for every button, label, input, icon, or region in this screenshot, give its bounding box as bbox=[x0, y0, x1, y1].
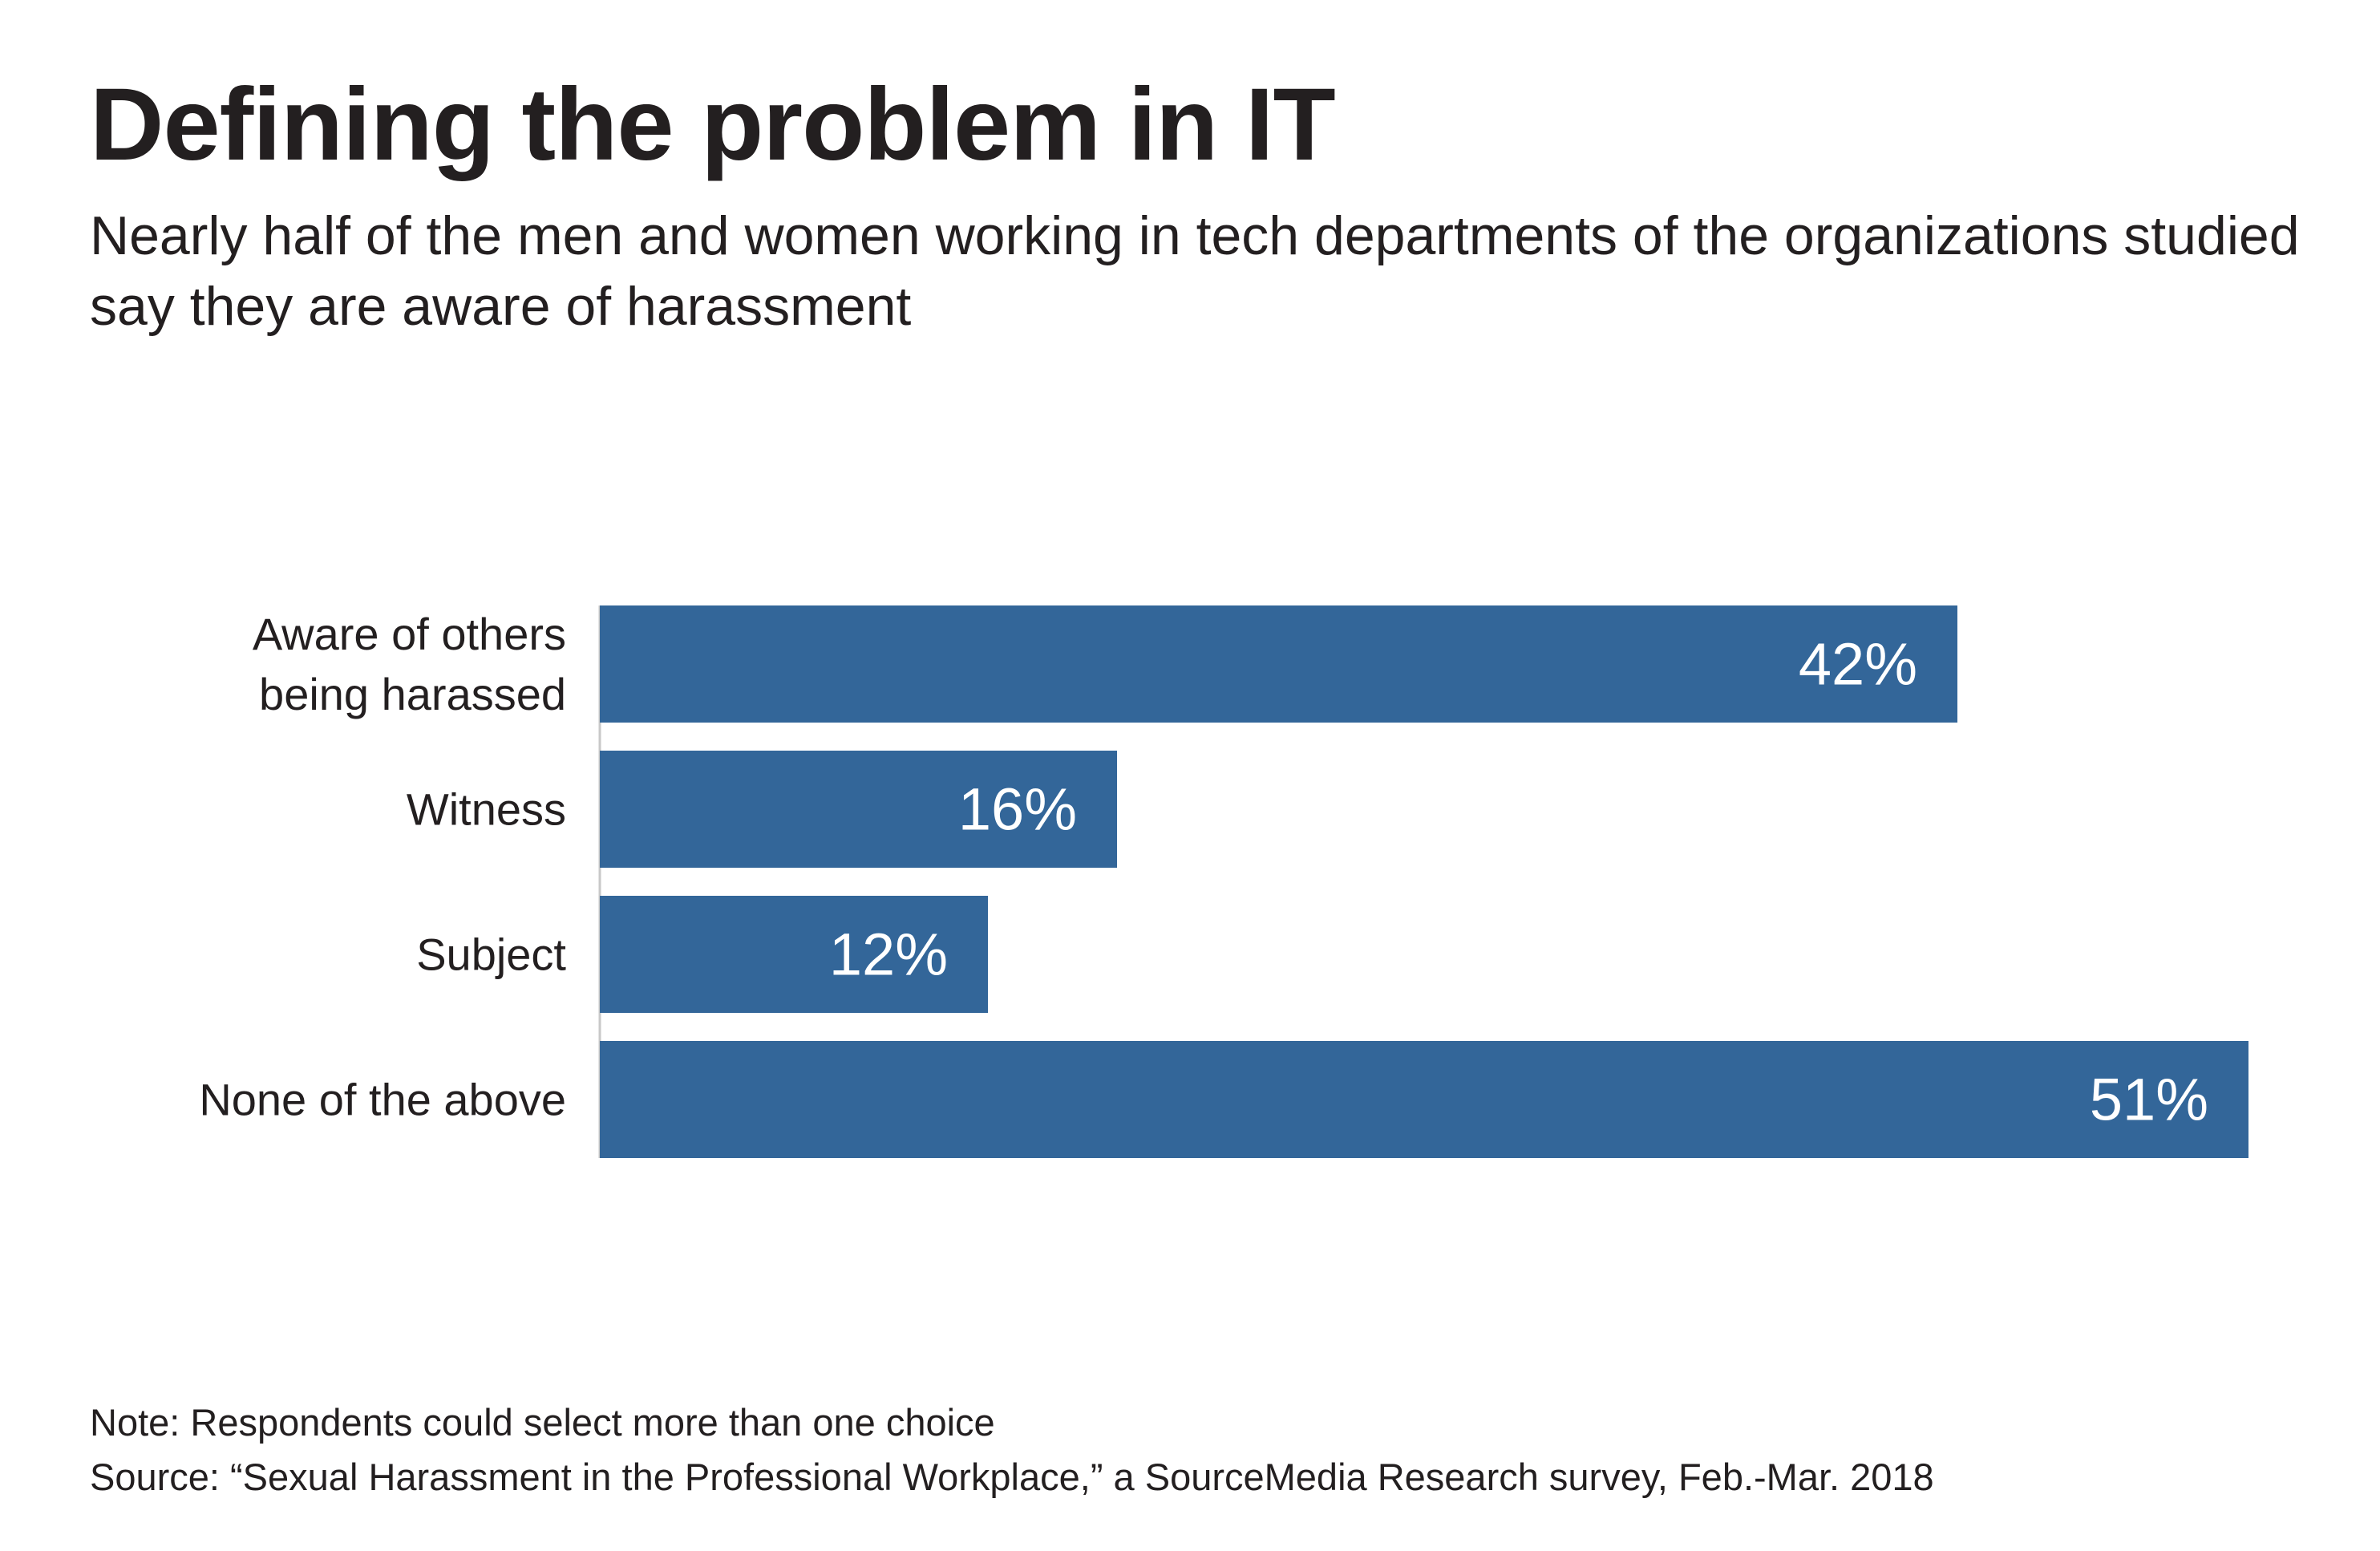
chart-subtitle: Nearly half of the men and women working… bbox=[90, 205, 2300, 337]
bar bbox=[600, 605, 1957, 723]
footnote: Note: Respondents could select more than… bbox=[90, 1401, 995, 1444]
category-label-line: Subject bbox=[416, 929, 566, 980]
bar bbox=[600, 896, 988, 1013]
bar-value-label: 12% bbox=[829, 921, 948, 988]
bar-value-label: 51% bbox=[2090, 1067, 2208, 1133]
category-label-line: being harassed bbox=[259, 669, 566, 719]
bar-value-label: 42% bbox=[1799, 631, 1917, 698]
bar-series: 42% Aware of others being harassed 16% Witne… bbox=[199, 605, 2248, 1158]
category-label-line: None of the above bbox=[199, 1075, 566, 1125]
category-label: Subject bbox=[416, 929, 566, 980]
bar-value-label: 16% bbox=[958, 776, 1077, 843]
bar bbox=[600, 1041, 2248, 1158]
chart-footer: Note: Respondents could select more than… bbox=[90, 1395, 1934, 1504]
bar bbox=[600, 751, 1117, 868]
chart-title: Defining the problem in IT bbox=[90, 67, 1336, 182]
category-label: None of the above bbox=[199, 1075, 566, 1125]
category-label-line: Witness bbox=[407, 784, 566, 835]
source-note: Source: “Sexual Harassment in the Profes… bbox=[90, 1456, 1934, 1498]
category-label: Witness bbox=[407, 784, 566, 835]
category-label: Aware of others being harassed bbox=[253, 609, 566, 719]
category-label-line: Aware of others bbox=[253, 609, 566, 659]
